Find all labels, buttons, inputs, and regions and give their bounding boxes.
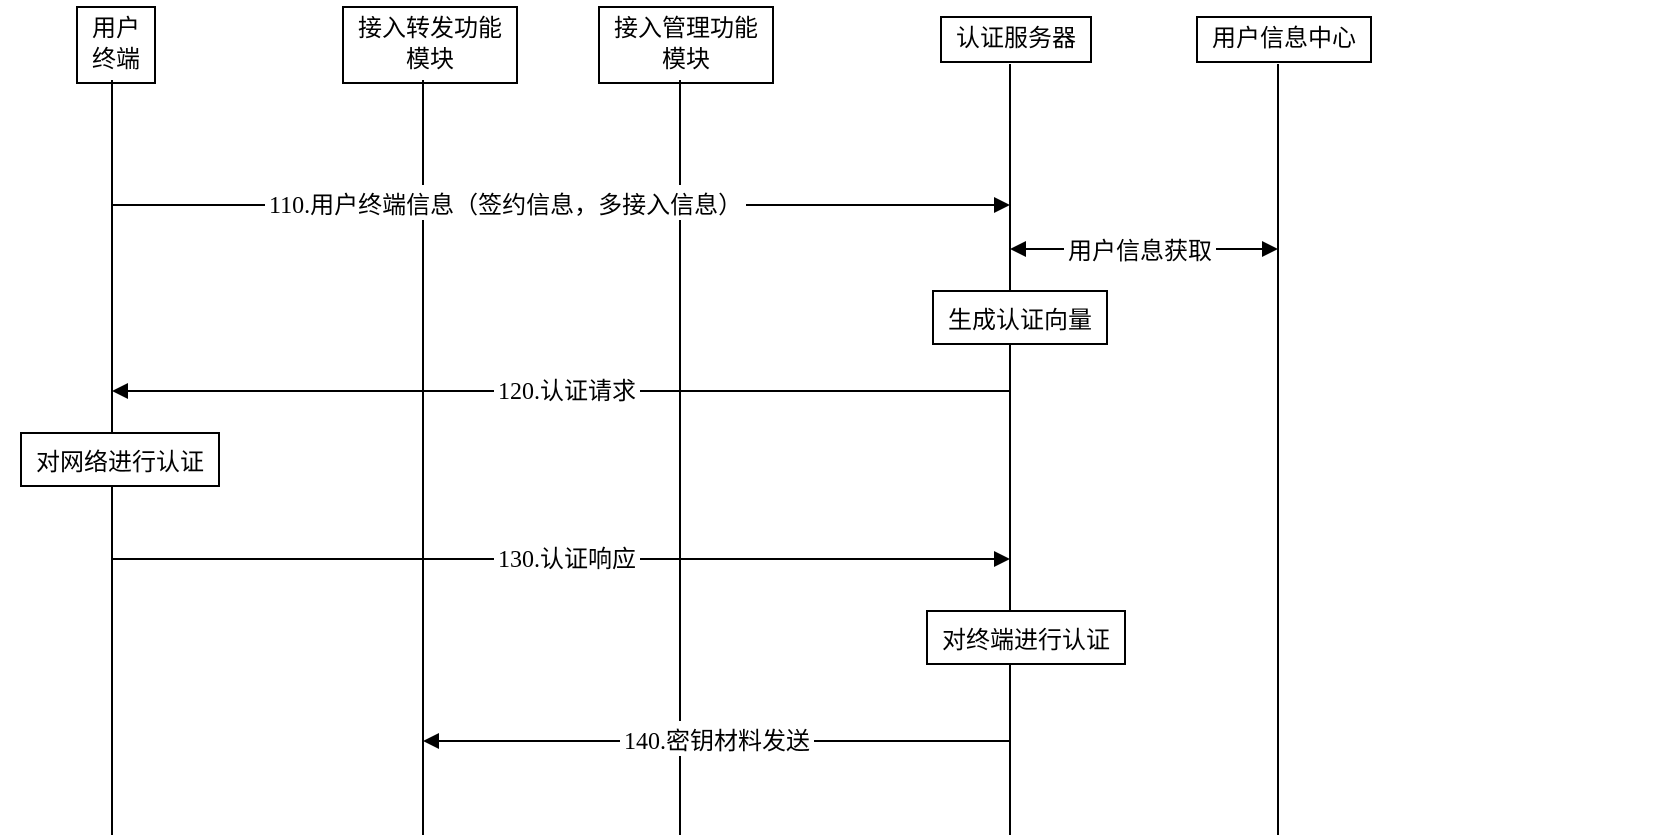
action-auth-terminal: 对终端进行认证 — [926, 610, 1126, 665]
label-140: 140.密钥材料发送 — [620, 721, 814, 756]
label-userinfo: 用户信息获取 — [1064, 231, 1216, 266]
participant-user-terminal: 用户 终端 — [76, 6, 156, 84]
participant-user-info-center: 用户信息中心 — [1196, 16, 1372, 63]
participant-auth-server: 认证服务器 — [940, 16, 1092, 63]
arrowhead-140 — [423, 733, 439, 749]
arrowhead-userinfo-r — [1262, 241, 1278, 257]
arrowhead-120 — [112, 383, 128, 399]
label-120: 120.认证请求 — [494, 371, 640, 406]
participant-access-forward: 接入转发功能 模块 — [342, 6, 518, 84]
lifeline-auth-server — [1009, 64, 1011, 835]
arrowhead-userinfo-l — [1010, 241, 1026, 257]
action-auth-network: 对网络进行认证 — [20, 432, 220, 487]
lifeline-user-info-center — [1277, 64, 1279, 835]
arrowhead-130 — [994, 551, 1010, 567]
label-130: 130.认证响应 — [494, 539, 640, 574]
participant-access-manage: 接入管理功能 模块 — [598, 6, 774, 84]
action-gen-auth-vector: 生成认证向量 — [932, 290, 1108, 345]
label-110: 110.用户终端信息（签约信息，多接入信息） — [265, 185, 746, 220]
arrowhead-110 — [994, 197, 1010, 213]
